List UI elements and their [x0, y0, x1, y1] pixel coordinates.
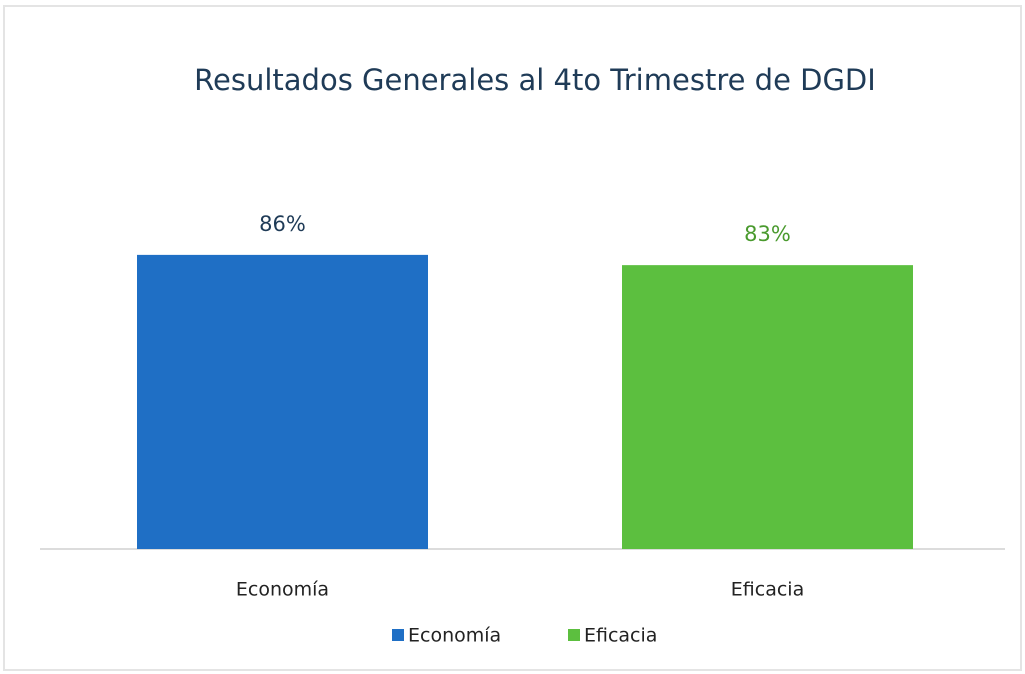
chart-title: Resultados Generales al 4to Trimestre de… — [194, 63, 876, 97]
bar — [622, 265, 913, 549]
chart-border — [3, 5, 1022, 671]
x-tick-label: Economía — [236, 579, 329, 601]
legend-label: Economía — [408, 625, 501, 647]
data-label: 86% — [259, 212, 306, 236]
legend-swatch — [568, 629, 580, 641]
x-tick-label: Eficacia — [731, 579, 804, 601]
legend-swatch — [392, 629, 404, 641]
legend-label: Eficacia — [584, 625, 657, 647]
bar — [137, 254, 428, 549]
data-label: 83% — [744, 222, 791, 246]
